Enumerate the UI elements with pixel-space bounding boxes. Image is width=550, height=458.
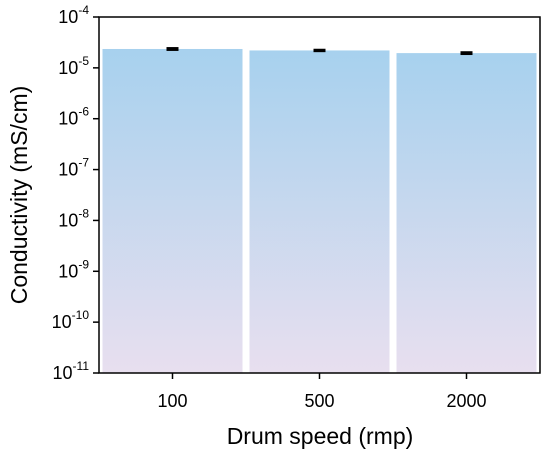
y-axis-title: Conductivity (mS/cm) bbox=[6, 86, 32, 305]
x-axis-title: Drum speed (rmp) bbox=[227, 423, 414, 449]
y-tick-label: 10-10 bbox=[52, 308, 90, 332]
error-bar-100 bbox=[166, 47, 179, 51]
y-tick-label: 10-9 bbox=[58, 257, 89, 281]
y-tick-label: 10-4 bbox=[58, 3, 89, 27]
y-tick-label: 10-11 bbox=[53, 359, 90, 383]
x-tick-label-500: 500 bbox=[304, 391, 334, 411]
bars-layer bbox=[102, 47, 537, 374]
y-tick-label: 10-7 bbox=[58, 156, 89, 180]
x-tick-label-2000: 2000 bbox=[446, 391, 486, 411]
error-bar-2000 bbox=[460, 51, 473, 56]
y-tick-label: 10-6 bbox=[58, 105, 89, 129]
x-axis: 100 500 2000 bbox=[157, 373, 487, 411]
x-tick-label-100: 100 bbox=[157, 391, 187, 411]
y-tick-label: 10-8 bbox=[58, 206, 89, 230]
error-bar-500 bbox=[313, 48, 326, 53]
y-tick-label: 10-5 bbox=[58, 54, 89, 78]
bar-2000 bbox=[396, 53, 537, 373]
bar-100 bbox=[102, 48, 243, 374]
y-axis: 10-11 10-10 10-9 10-8 10-7 10-6 10-5 10-4 bbox=[52, 3, 99, 383]
bar-500 bbox=[249, 50, 390, 373]
